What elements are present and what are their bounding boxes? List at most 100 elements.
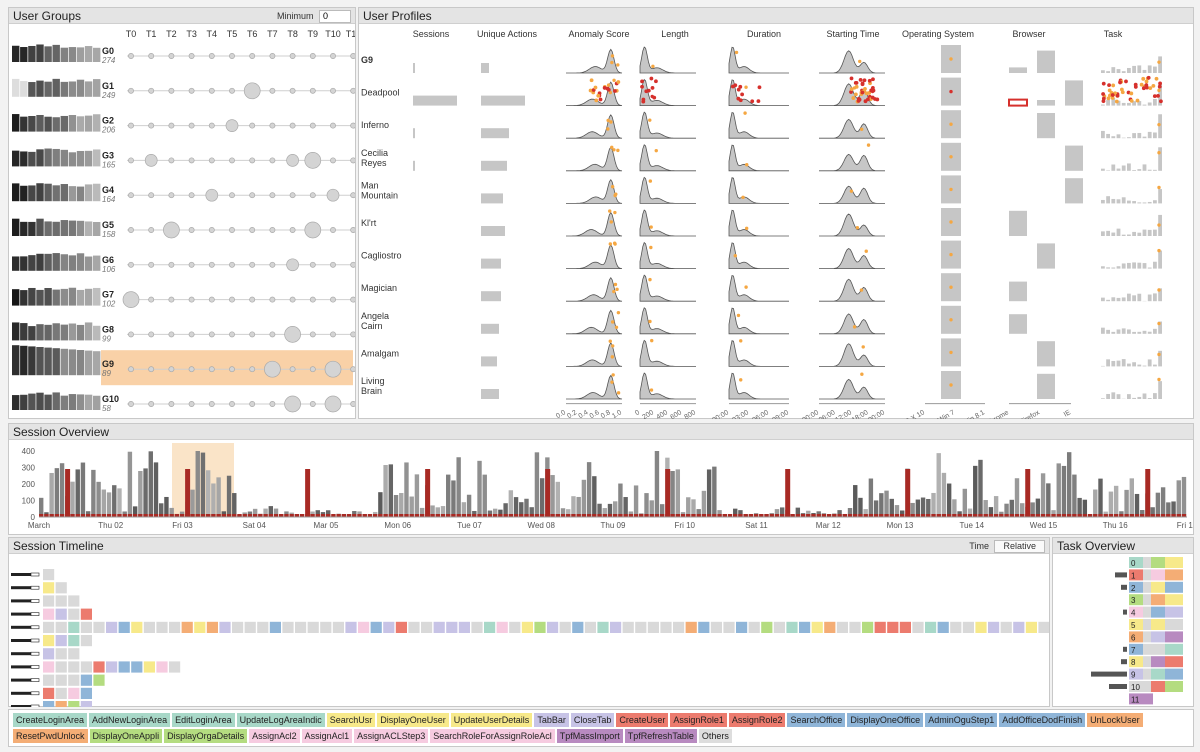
action-cell[interactable] <box>622 621 634 633</box>
task-segment[interactable] <box>1165 631 1183 643</box>
action-cell[interactable] <box>206 621 218 633</box>
legend-chip[interactable]: Others <box>698 729 732 743</box>
action-cell[interactable] <box>521 621 533 633</box>
action-cell[interactable] <box>597 621 609 633</box>
action-cell[interactable] <box>80 674 92 686</box>
action-cell[interactable] <box>80 621 92 633</box>
legend-chip[interactable]: AssignRole2 <box>728 713 786 727</box>
task-segment[interactable] <box>1143 581 1151 593</box>
action-cell[interactable] <box>55 674 67 686</box>
action-cell[interactable] <box>471 621 483 633</box>
time-mode-select[interactable]: Relative <box>994 540 1045 553</box>
action-cell[interactable] <box>169 621 181 633</box>
action-cell[interactable] <box>988 621 1000 633</box>
task-segment[interactable] <box>1129 631 1143 643</box>
action-cell[interactable] <box>824 621 836 633</box>
action-cell[interactable] <box>43 635 55 647</box>
action-cell[interactable] <box>950 621 962 633</box>
minimum-input[interactable] <box>319 9 351 23</box>
action-cell[interactable] <box>685 621 697 633</box>
action-cell[interactable] <box>635 621 647 633</box>
task-segment[interactable] <box>1151 681 1165 692</box>
profile-row[interactable]: Cecilia Reyes <box>361 142 1162 172</box>
action-cell[interactable] <box>80 608 92 620</box>
task-segment[interactable] <box>1165 594 1183 606</box>
task-segment[interactable] <box>1165 681 1183 692</box>
action-cell[interactable] <box>43 569 55 581</box>
action-cell[interactable] <box>1013 621 1025 633</box>
legend-chip[interactable]: SearchRoleForAssignRoleAcl <box>430 729 555 743</box>
legend-chip[interactable]: CreateUser <box>616 713 669 727</box>
action-cell[interactable] <box>43 648 55 660</box>
action-cell[interactable] <box>55 661 67 673</box>
task-segment[interactable] <box>1129 606 1143 618</box>
action-cell[interactable] <box>43 701 55 707</box>
task-segment[interactable] <box>1151 619 1165 630</box>
action-cell[interactable] <box>811 621 823 633</box>
task-segment[interactable] <box>1165 656 1183 668</box>
action-cell[interactable] <box>799 621 811 633</box>
profile-row[interactable]: Kl'rt <box>361 208 1162 237</box>
action-cell[interactable] <box>849 621 861 633</box>
action-cell[interactable] <box>320 621 332 633</box>
action-cell[interactable] <box>232 621 244 633</box>
action-cell[interactable] <box>55 648 67 660</box>
action-cell[interactable] <box>383 621 395 633</box>
task-segment[interactable] <box>1165 668 1183 680</box>
action-cell[interactable] <box>43 661 55 673</box>
task-segment[interactable] <box>1151 569 1165 581</box>
action-cell[interactable] <box>143 621 155 633</box>
action-cell[interactable] <box>610 621 622 633</box>
action-cell[interactable] <box>559 621 571 633</box>
task-segment[interactable] <box>1151 606 1165 618</box>
action-cell[interactable] <box>80 635 92 647</box>
task-segment[interactable] <box>1143 643 1151 655</box>
task-segment[interactable] <box>1129 693 1153 705</box>
action-cell[interactable] <box>925 621 937 633</box>
task-segment[interactable] <box>1143 594 1151 606</box>
task-segment[interactable] <box>1165 606 1183 618</box>
action-cell[interactable] <box>484 621 496 633</box>
legend-chip[interactable]: CloseTab <box>570 713 615 727</box>
profile-row[interactable]: Angela Cairn <box>361 305 1162 335</box>
action-cell[interactable] <box>43 595 55 607</box>
task-segment[interactable] <box>1165 619 1183 630</box>
task-segment[interactable] <box>1143 668 1151 680</box>
action-cell[interactable] <box>68 661 80 673</box>
legend-chip[interactable]: ResetPwdUnlock <box>13 729 88 743</box>
action-cell[interactable] <box>106 661 118 673</box>
action-cell[interactable] <box>219 621 231 633</box>
profile-row[interactable]: G9 <box>361 45 1162 74</box>
task-segment[interactable] <box>1143 656 1151 668</box>
legend-chip[interactable]: DisplayOneUser <box>377 713 449 727</box>
legend-chip[interactable]: TabBar <box>534 713 569 727</box>
profile-row[interactable]: Inferno <box>361 110 1162 139</box>
legend-chip[interactable]: UpdateUserDetails <box>450 713 533 727</box>
action-cell[interactable] <box>68 701 80 707</box>
action-cell[interactable] <box>143 661 155 673</box>
task-segment[interactable] <box>1143 606 1151 618</box>
legend-chip[interactable]: DisplayOneOffice <box>847 713 924 727</box>
action-cell[interactable] <box>68 687 80 699</box>
action-cell[interactable] <box>408 621 420 633</box>
legend-chip[interactable]: AssignAcl1 <box>301 729 353 743</box>
task-segment[interactable] <box>1143 569 1151 581</box>
action-cell[interactable] <box>43 687 55 699</box>
action-cell[interactable] <box>899 621 911 633</box>
action-cell[interactable] <box>736 621 748 633</box>
legend-chip[interactable]: AssignAcl2 <box>249 729 300 743</box>
task-segment[interactable] <box>1151 656 1165 668</box>
task-segment[interactable] <box>1129 594 1143 606</box>
action-cell[interactable] <box>43 582 55 594</box>
action-cell[interactable] <box>496 621 508 633</box>
action-cell[interactable] <box>181 621 193 633</box>
action-cell[interactable] <box>332 621 344 633</box>
task-segment[interactable] <box>1129 681 1143 692</box>
action-cell[interactable] <box>660 621 672 633</box>
action-cell[interactable] <box>710 621 722 633</box>
action-cell[interactable] <box>962 621 974 633</box>
